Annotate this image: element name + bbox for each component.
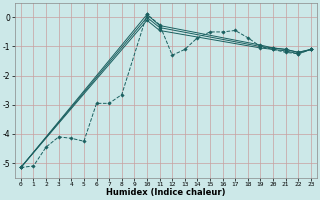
X-axis label: Humidex (Indice chaleur): Humidex (Indice chaleur) (106, 188, 226, 197)
